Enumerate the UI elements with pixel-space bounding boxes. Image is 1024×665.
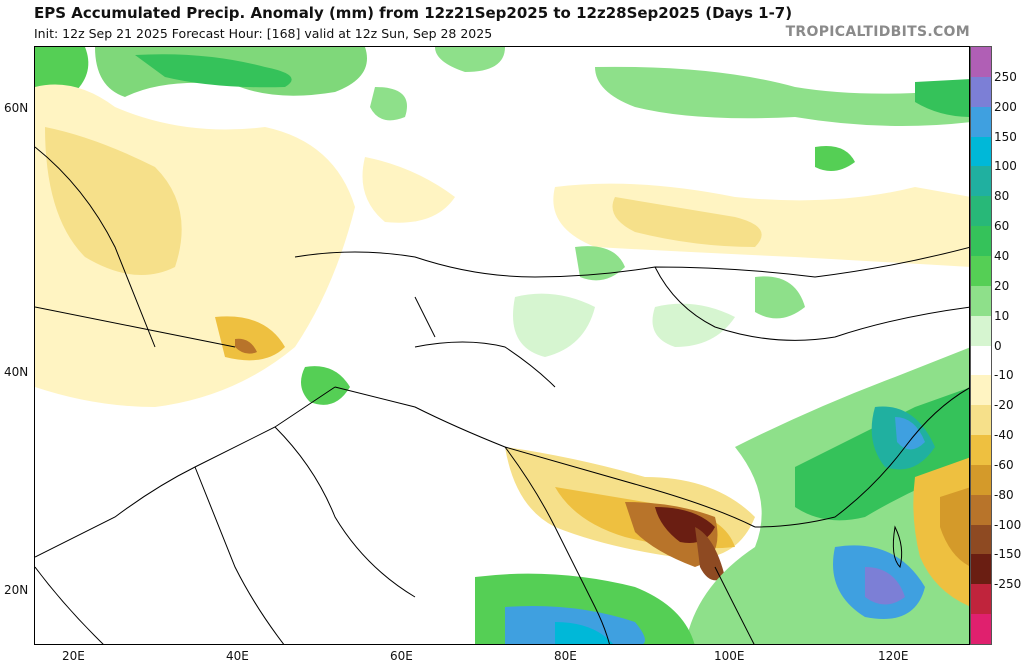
colorbar-segment: [971, 106, 991, 138]
colorbar-segment: [971, 435, 991, 466]
map-canvas: [35, 47, 969, 644]
colorbar-segment: [971, 166, 991, 197]
lon-label-20e: 20E: [62, 649, 85, 663]
colorbar-tick-label: -100: [994, 517, 1022, 532]
colorbar-tick-label: 100: [994, 159, 1017, 174]
map-title: EPS Accumulated Precip. Anomaly (mm) fro…: [34, 4, 793, 22]
lon-label-100e: 100E: [714, 649, 745, 663]
colorbar-segment: [971, 76, 991, 108]
colorbar-segment: [971, 584, 991, 615]
colorbar-segment: [971, 315, 991, 346]
colorbar-tick-label: -80: [994, 487, 1014, 502]
dry-anomaly-europe-asia: [35, 84, 969, 407]
country-borders: [35, 146, 969, 644]
lat-label-40n: 40N: [4, 365, 29, 379]
credit-watermark: TROPICALTIDBITS.COM: [785, 24, 970, 40]
colorbar: [970, 46, 992, 645]
colorbar-segment: [971, 524, 991, 555]
dry-anomaly-himalaya: [505, 447, 755, 581]
colorbar-tick-label: -20: [994, 398, 1014, 413]
colorbar-segment: [971, 614, 991, 645]
colorbar-tick-label: 60: [994, 219, 1010, 234]
colorbar-segment: [971, 196, 991, 227]
colorbar-segment: [971, 464, 991, 496]
colorbar-tick-label: 40: [994, 248, 1010, 263]
colorbar-tick-label: 150: [994, 129, 1017, 144]
lat-label-60n: 60N: [4, 101, 29, 115]
colorbar-segment: [971, 345, 991, 376]
wet-anomaly-north: [35, 47, 969, 171]
colorbar-segment: [971, 255, 991, 287]
colorbar-segment: [971, 226, 991, 257]
colorbar-segment: [971, 494, 991, 526]
wet-anomaly-central-asia: [301, 246, 805, 405]
lat-label-20n: 20N: [4, 583, 29, 597]
wet-anomaly-south-asia: [475, 573, 695, 644]
colorbar-tick-label: -40: [994, 428, 1014, 443]
colorbar-tick-label: -60: [994, 457, 1014, 472]
colorbar-tick-label: -150: [994, 547, 1022, 562]
colorbar-tick-label: 10: [994, 308, 1010, 323]
colorbar-segment: [971, 405, 991, 436]
colorbar-tick-label: 20: [994, 278, 1010, 293]
map-subtitle: Init: 12z Sep 21 2025 Forecast Hour: [16…: [34, 26, 493, 41]
colorbar-tick-label: 250: [994, 69, 1017, 84]
colorbar-tick-label: -10: [994, 368, 1014, 383]
colorbar-tick-label: -250: [994, 577, 1022, 592]
colorbar-tick-label: 0: [994, 338, 1002, 353]
colorbar-segment: [971, 375, 991, 406]
colorbar-segment: [971, 554, 991, 585]
lon-label-60e: 60E: [390, 649, 413, 663]
colorbar-tick-label: 80: [994, 189, 1010, 204]
lon-label-40e: 40E: [226, 649, 249, 663]
wet-anomaly-east-asia: [685, 347, 969, 644]
colorbar-segment: [971, 47, 991, 78]
lon-label-80e: 80E: [554, 649, 577, 663]
colorbar-segment: [971, 285, 991, 317]
lon-label-120e: 120E: [878, 649, 909, 663]
colorbar-segment: [971, 136, 991, 167]
precip-anomaly-map: [34, 46, 970, 645]
colorbar-tick-label: 200: [994, 99, 1017, 114]
